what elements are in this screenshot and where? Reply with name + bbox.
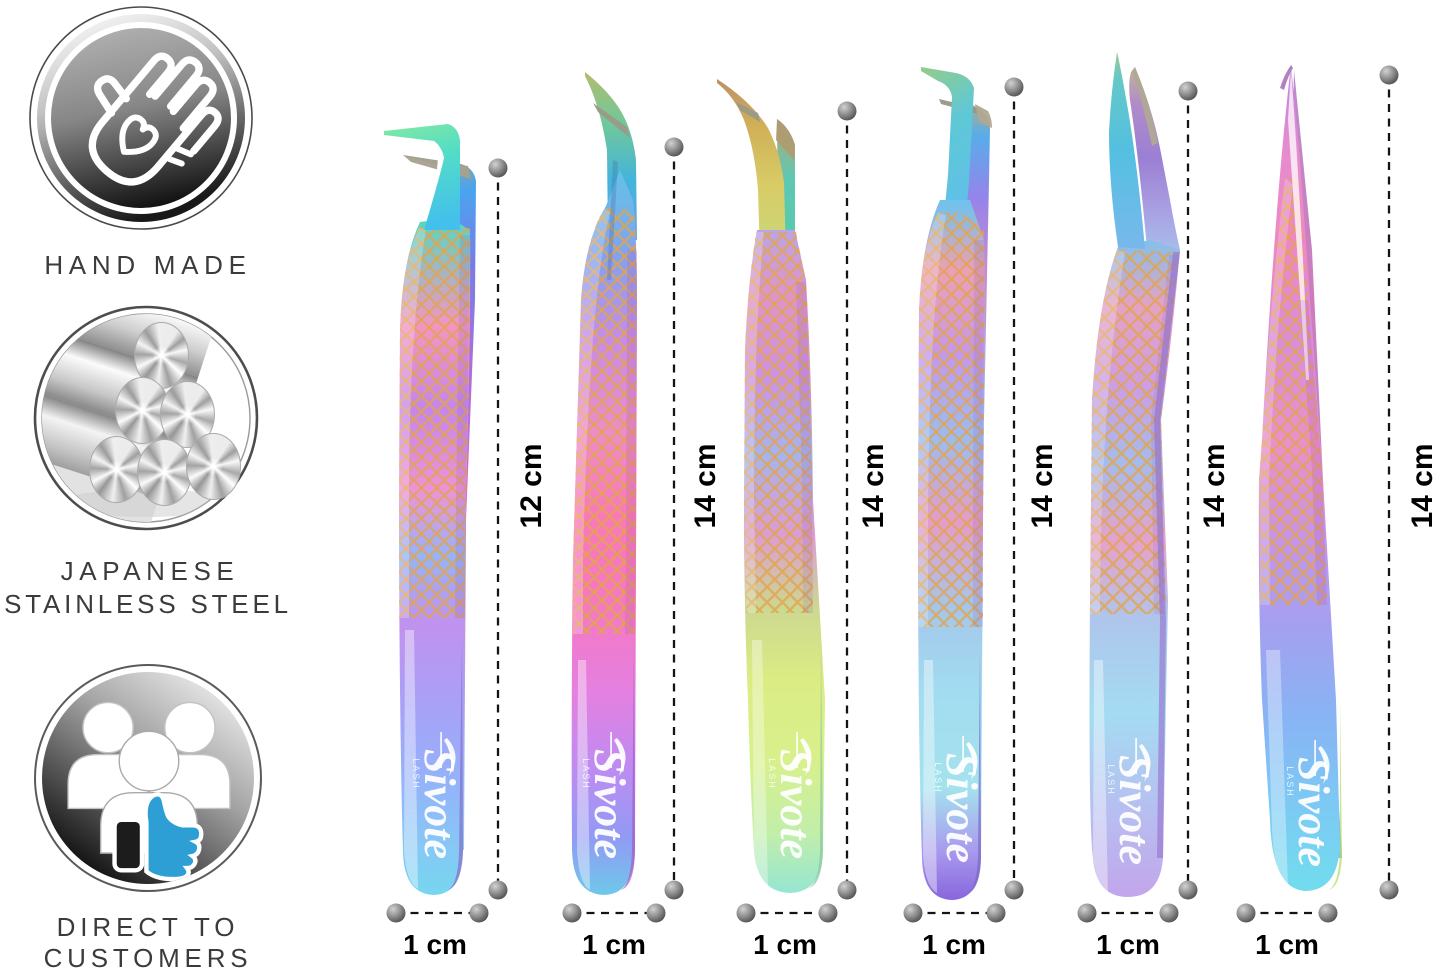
svg-text:LASH: LASH: [1285, 766, 1295, 798]
svg-text:LASH: LASH: [933, 762, 943, 794]
svg-text:LASH: LASH: [1106, 764, 1116, 796]
svg-text:Sivote: Sivote: [937, 753, 986, 863]
svg-text:Sivote: Sivote: [585, 749, 634, 859]
svg-text:Sivote: Sivote: [771, 749, 820, 859]
svg-text:LASH: LASH: [581, 758, 591, 790]
svg-text:Sivote: Sivote: [1110, 755, 1159, 865]
svg-text:Sivote: Sivote: [415, 749, 464, 859]
svg-text:LASH: LASH: [411, 758, 421, 790]
svg-text:Sivote: Sivote: [1289, 757, 1338, 867]
svg-text:LASH: LASH: [767, 758, 777, 790]
